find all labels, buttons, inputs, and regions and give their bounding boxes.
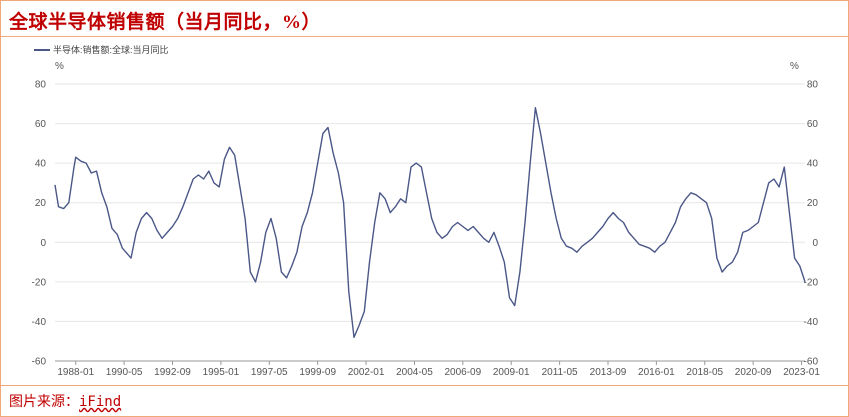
y-tick-label-left: 20 bbox=[35, 198, 47, 209]
y-tick-label-right: -40 bbox=[804, 317, 819, 328]
x-tick-label: 2018-05 bbox=[686, 367, 723, 378]
source-value: iFind bbox=[79, 394, 122, 410]
x-tick-label: 2004-05 bbox=[396, 367, 433, 378]
x-tick-label: 2011-05 bbox=[542, 367, 578, 378]
y-tick-label-left: 0 bbox=[40, 238, 46, 249]
y-tick-label-left: -60 bbox=[32, 357, 47, 368]
x-tick-label: 1997-05 bbox=[251, 367, 288, 378]
y-tick-label-right: 40 bbox=[807, 159, 819, 170]
x-tick-label: 1995-01 bbox=[203, 367, 240, 378]
x-axis: 1988-01 1990-05 1992-09 1995-01 1997-05 1999-… bbox=[57, 361, 820, 378]
x-tick-label: 1999-09 bbox=[299, 367, 336, 378]
y-tick-label-left: 80 bbox=[35, 80, 47, 91]
y-axis-left: 80 60 40 20 0 -20 -40 -60 bbox=[32, 80, 47, 368]
x-tick-label: 2009-01 bbox=[493, 367, 530, 378]
y-axis-right: 80 60 40 20 0 -20 -40 -60 bbox=[804, 80, 819, 368]
x-tick-label: 1990-05 bbox=[106, 367, 143, 378]
y-tick-label-right: 20 bbox=[807, 198, 819, 209]
x-tick-label: 1992-09 bbox=[154, 367, 191, 378]
y-axis-unit-left: % bbox=[55, 61, 64, 72]
line-chart: 半导体:销售额:全球:当月同比 % % 80 60 40 20 0 -20 -40 -60 8… bbox=[32, 44, 821, 378]
y-tick-label-right: 80 bbox=[807, 80, 819, 91]
title-divider bbox=[1, 36, 848, 37]
x-tick-label: 2023-01 bbox=[783, 367, 820, 378]
y-tick-label-left: 40 bbox=[35, 159, 47, 170]
x-tick-label: 2006-09 bbox=[444, 367, 481, 378]
footer-divider bbox=[1, 385, 848, 386]
y-tick-label-left: -40 bbox=[32, 317, 47, 328]
x-tick-label: 1988-01 bbox=[57, 367, 94, 378]
y-tick-label-right: 60 bbox=[807, 119, 819, 130]
y-axis-unit-right: % bbox=[790, 61, 799, 72]
y-tick-label-right: -60 bbox=[804, 357, 819, 368]
x-tick-label: 2016-01 bbox=[638, 367, 675, 378]
source-line: 图片来源：iFind bbox=[9, 391, 121, 411]
y-tick-label-right: 0 bbox=[812, 238, 818, 249]
legend-label: 半导体:销售额:全球:当月同比 bbox=[53, 44, 169, 55]
y-tick-label-left: -20 bbox=[32, 277, 47, 288]
chart-title: 全球半导体销售额（当月同比，%） bbox=[9, 12, 322, 33]
y-tick-label-right: -20 bbox=[804, 277, 819, 288]
grid-lines bbox=[55, 83, 805, 362]
x-tick-label: 2020-09 bbox=[735, 367, 772, 378]
source-label: 图片来源： bbox=[9, 394, 79, 410]
legend: 半导体:销售额:全球:当月同比 bbox=[34, 44, 169, 55]
x-tick-label: 2013-09 bbox=[590, 367, 627, 378]
series-line bbox=[54, 107, 806, 338]
x-tick-label: 2002-01 bbox=[348, 367, 385, 378]
y-tick-label-left: 60 bbox=[35, 119, 47, 130]
